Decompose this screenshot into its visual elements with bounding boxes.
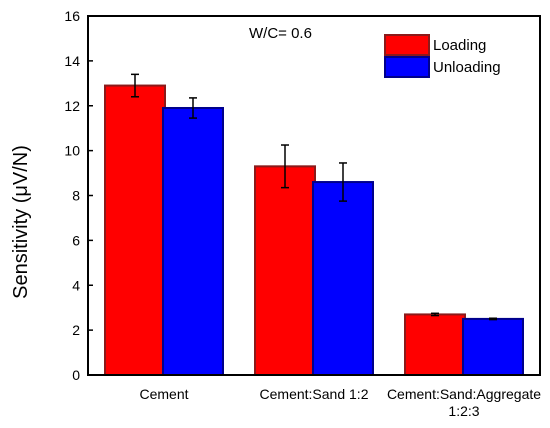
y-axis-title: Sensitivity (μV/N) bbox=[10, 145, 32, 299]
legend-swatch-unloading bbox=[384, 56, 430, 78]
legend-label-loading: Loading bbox=[433, 37, 486, 54]
legend-swatch-loading bbox=[384, 34, 430, 56]
y-tick-label: 10 bbox=[64, 143, 80, 159]
y-tick-label: 4 bbox=[72, 277, 80, 293]
y-tick-label: 16 bbox=[64, 8, 80, 24]
legend-label-unloading: Unloading bbox=[433, 59, 501, 76]
bar-loading-2 bbox=[404, 313, 466, 377]
error-bar-loading-2 bbox=[431, 312, 439, 317]
labels-layer: 0 2 4 6 8 10 12 14 16 Cement Cement:Sand 1:2 Cement… bbox=[64, 8, 541, 419]
x-category-label: Cement bbox=[139, 386, 188, 402]
bar-loading-1 bbox=[254, 165, 316, 376]
error-bar-unloading-1 bbox=[339, 162, 347, 202]
y-tick-label: 6 bbox=[72, 232, 80, 248]
y-tick-label: 0 bbox=[72, 367, 80, 383]
y-tick-label: 8 bbox=[72, 188, 80, 204]
bar-unloading-0 bbox=[162, 106, 224, 377]
bar-unloading-2 bbox=[462, 317, 524, 376]
error-bar-loading-1 bbox=[281, 144, 289, 189]
x-category-label: Cement:Sand 1:2 bbox=[260, 386, 369, 402]
bar-loading-0 bbox=[104, 84, 166, 377]
error-bar-unloading-0 bbox=[189, 97, 197, 119]
bar-unloading-1 bbox=[312, 181, 374, 376]
legend: Loading Unloading bbox=[384, 34, 501, 78]
bars-layer bbox=[104, 73, 524, 377]
y-tick-label: 12 bbox=[64, 98, 80, 114]
y-tick-label: 2 bbox=[72, 322, 80, 338]
y-tick-label: 14 bbox=[64, 53, 80, 69]
error-bar-loading-0 bbox=[131, 73, 139, 98]
axes-layer bbox=[87, 15, 541, 376]
error-bar-unloading-2 bbox=[489, 317, 497, 321]
wc-ratio-annotation: W/C= 0.6 bbox=[249, 25, 312, 42]
x-category-label: Cement:Sand:Aggregate 1:2:3 bbox=[387, 386, 541, 419]
